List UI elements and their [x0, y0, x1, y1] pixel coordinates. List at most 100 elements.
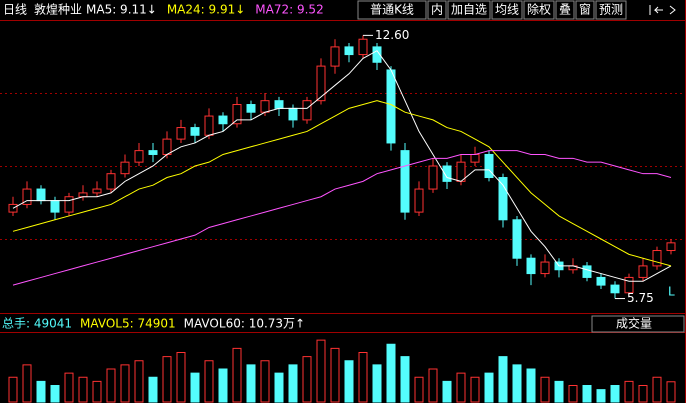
volume-bar — [512, 364, 522, 403]
candle-body — [470, 153, 480, 163]
volume-bar — [36, 380, 46, 403]
toolbar-button[interactable] — [575, 0, 595, 20]
candle-body — [582, 265, 592, 278]
volume-bar — [582, 385, 592, 403]
volume-bar — [78, 376, 88, 403]
candle-body — [50, 200, 60, 213]
candle-body — [218, 115, 228, 125]
volume-bar — [624, 380, 634, 403]
candle-body — [274, 100, 284, 109]
candle-body — [302, 100, 312, 121]
candle-body — [120, 161, 130, 175]
volume-bar — [232, 347, 242, 403]
ma-line — [12, 50, 672, 282]
toolbar-button-label[interactable]: 叠 — [559, 3, 571, 17]
toolbar-button[interactable] — [491, 0, 523, 20]
volume-header: MAVOL5: 74901 — [80, 317, 176, 331]
volume-bar — [358, 352, 368, 403]
toolbar-button[interactable] — [555, 0, 575, 20]
candle-body — [596, 276, 606, 286]
volume-bar — [148, 376, 158, 403]
candle-body — [344, 46, 354, 56]
toolbar-button-label[interactable]: 加自选 — [451, 3, 487, 17]
volume-bar — [302, 356, 312, 403]
volume-bar — [22, 364, 32, 403]
volume-bar — [638, 385, 648, 403]
candle-body — [400, 150, 410, 213]
volume-bar — [92, 380, 102, 403]
ma-line — [12, 150, 672, 286]
toolbar-button[interactable] — [523, 0, 555, 20]
toolbar-button-label[interactable]: 均线 — [495, 3, 519, 17]
candle-body — [36, 188, 46, 202]
volume-bar — [526, 368, 536, 403]
nav-icons[interactable] — [649, 5, 676, 15]
candle-body — [162, 138, 172, 155]
volume-bar — [470, 376, 480, 403]
volume-bar — [330, 347, 340, 403]
volume-bar — [442, 380, 452, 403]
volume-bar — [176, 352, 186, 403]
toolbar-button-label[interactable]: 除权 — [527, 2, 551, 17]
candle-body — [92, 188, 102, 194]
legend-entry: MA24: 9.91↓ — [167, 3, 245, 17]
volume-header: 总手: 49041 — [2, 317, 72, 331]
volume-bar — [64, 372, 74, 403]
volume-bar — [666, 381, 676, 403]
volume-bar — [386, 343, 396, 403]
volume-bar — [162, 356, 172, 403]
volume-bar — [260, 360, 270, 403]
volume-header: MAVOL60: 10.73万↑ — [184, 317, 305, 331]
volume-bar — [204, 360, 214, 403]
volume-bar — [652, 376, 662, 403]
candle-body — [134, 150, 144, 163]
volume-bar — [106, 368, 116, 403]
volume-bar — [456, 372, 466, 403]
volume-bar — [400, 356, 410, 403]
volume-bar — [414, 376, 424, 403]
volume-bar — [246, 364, 256, 403]
candle-body — [498, 177, 508, 221]
toolbar-button-label[interactable]: 内 — [431, 3, 443, 17]
candle-body — [666, 242, 676, 252]
candle-body — [148, 150, 158, 155]
candle-body — [610, 284, 620, 294]
volume-bar — [134, 360, 144, 403]
volume-bar — [372, 364, 382, 403]
candle-body — [260, 100, 270, 113]
corner-mark: L — [668, 285, 675, 299]
volume-bar — [610, 385, 620, 403]
volume-bar — [540, 376, 550, 403]
toolbar-button-label[interactable]: 窗 — [579, 3, 591, 17]
volume-bar — [554, 380, 564, 403]
volume-bar — [190, 372, 200, 403]
toolbar-button[interactable] — [595, 0, 627, 20]
candle-body — [78, 192, 88, 198]
candle-body — [176, 127, 186, 140]
candle-body — [442, 165, 452, 182]
volume-bar — [288, 364, 298, 403]
candle-body — [190, 127, 200, 136]
volume-bar — [344, 360, 354, 403]
volume-bar — [484, 372, 494, 403]
candle-body — [316, 65, 326, 102]
toolbar-button-label[interactable]: 普通K线 — [370, 3, 414, 17]
toolbar-button[interactable] — [447, 0, 491, 20]
candle-body — [512, 219, 522, 259]
toolbar-button[interactable] — [427, 0, 447, 20]
volume-bar — [316, 339, 326, 403]
candle-body — [232, 104, 242, 125]
volume-selector[interactable] — [591, 315, 685, 333]
volume-bar — [8, 376, 18, 403]
toolbar-button-label[interactable]: 预测 — [599, 3, 623, 17]
candle-body — [64, 196, 74, 213]
volume-bar — [498, 356, 508, 403]
volume-bar — [568, 385, 578, 403]
candle-body — [358, 38, 368, 56]
volume-selector-label[interactable]: 成交量 — [616, 316, 652, 331]
toolbar-button[interactable] — [357, 0, 427, 20]
volume-bar — [50, 385, 60, 403]
volume-bar — [596, 389, 606, 403]
candle-body — [414, 188, 424, 213]
